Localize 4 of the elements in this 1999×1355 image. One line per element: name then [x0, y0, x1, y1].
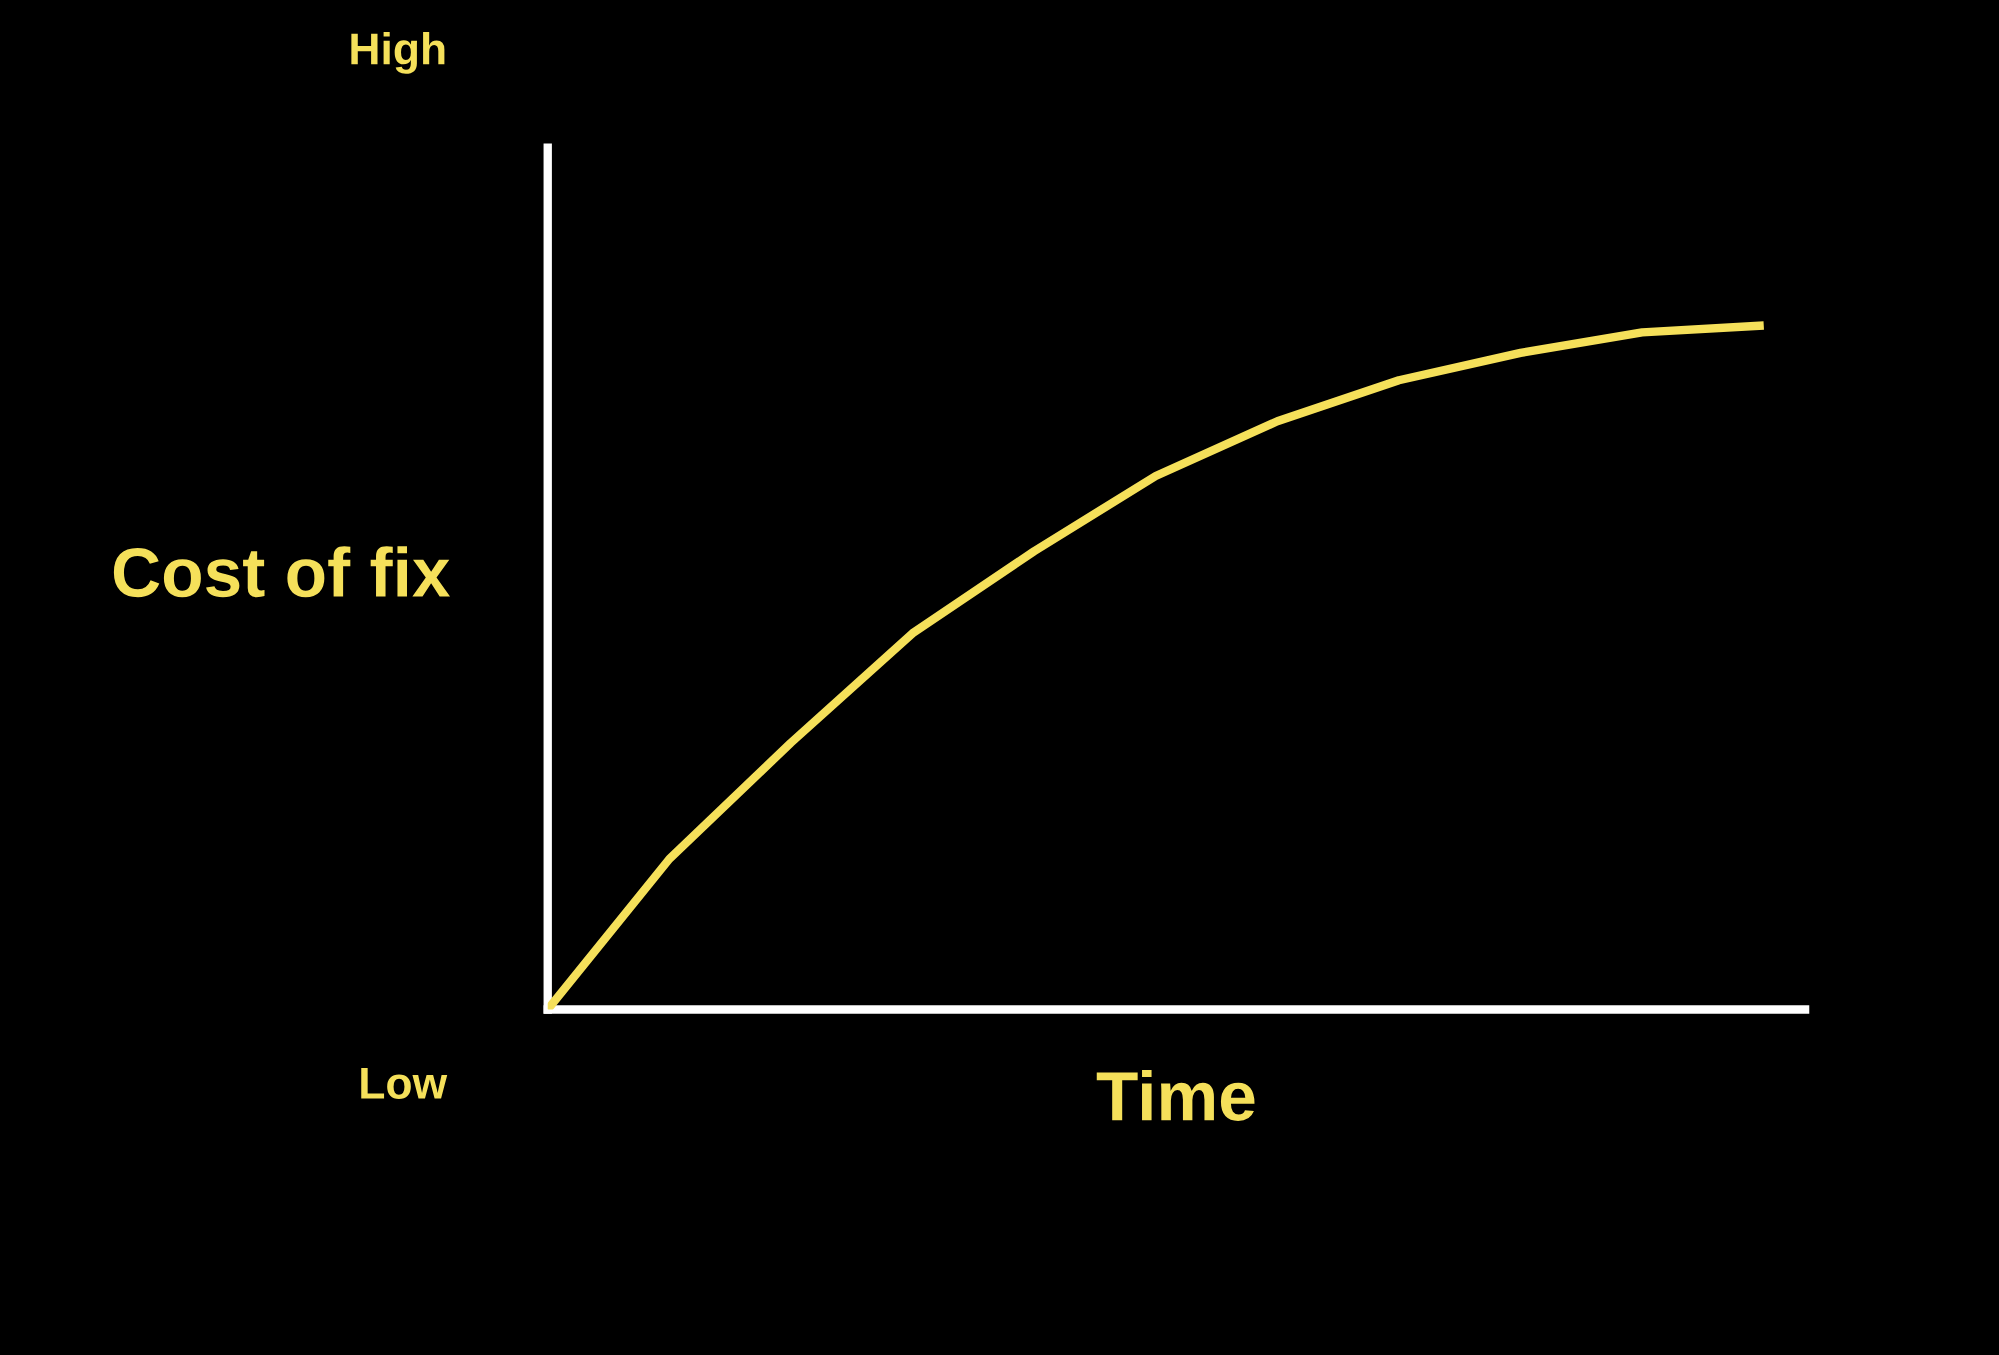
- text: High: [351, 32, 445, 74]
- text: Low: [361, 1067, 448, 1099]
- y-axis-title: Cost of fix: [113, 546, 451, 598]
- x-axis-title: Time: [1096, 1069, 1255, 1121]
